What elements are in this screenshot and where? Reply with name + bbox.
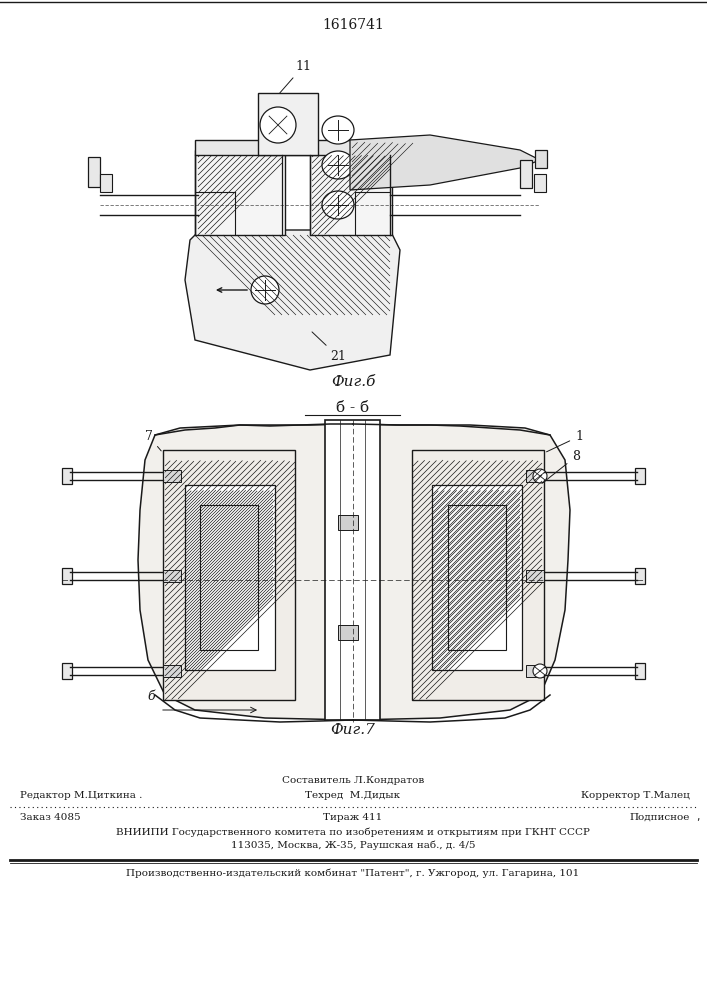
Circle shape (251, 276, 279, 304)
Text: 1: 1 (547, 430, 583, 452)
Text: б: б (147, 690, 155, 703)
Bar (195, 140, 392, 155)
Circle shape (533, 664, 547, 678)
Bar (310, 150, 392, 235)
Bar (635, 468, 645, 484)
Bar (526, 665, 544, 677)
Text: ВНИИПИ Государственного комитета по изобретениям и открытиям при ГКНТ СССР: ВНИИПИ Государственного комитета по изоб… (116, 828, 590, 837)
Text: Подписное: Подписное (630, 813, 690, 822)
Text: б - б: б - б (337, 401, 370, 415)
Text: Техред  М.Дидык: Техред М.Дидык (305, 791, 401, 800)
Ellipse shape (322, 191, 354, 219)
Circle shape (533, 469, 547, 483)
Text: 11: 11 (280, 60, 311, 93)
Bar (62, 663, 72, 679)
Text: 7: 7 (145, 430, 161, 451)
Bar (163, 450, 295, 700)
Bar (100, 174, 112, 192)
Bar (412, 450, 544, 700)
Text: Производственно-издательский комбинат "Патент", г. Ужгород, ул. Гагарина, 101: Производственно-издательский комбинат "П… (127, 868, 580, 878)
Text: 21: 21 (312, 332, 346, 363)
Bar (200, 505, 258, 650)
Bar (163, 665, 181, 677)
Text: 1616741: 1616741 (322, 18, 384, 32)
Polygon shape (185, 230, 400, 370)
Bar (258, 93, 318, 155)
Text: Корректор Т.Малец: Корректор Т.Малец (581, 791, 690, 800)
Bar (635, 568, 645, 584)
Polygon shape (350, 135, 540, 190)
Text: Составитель Л.Кондратов: Составитель Л.Кондратов (282, 776, 424, 785)
Bar (535, 150, 547, 168)
Bar (163, 570, 181, 582)
Text: Тираж 411: Тираж 411 (323, 813, 382, 822)
Bar (432, 485, 522, 670)
Bar (534, 174, 546, 192)
Bar (185, 485, 275, 670)
Circle shape (260, 107, 296, 143)
Polygon shape (138, 424, 570, 720)
Bar (325, 420, 380, 720)
Bar (448, 505, 506, 650)
Text: Заказ 4085: Заказ 4085 (20, 813, 81, 822)
Bar (195, 150, 285, 235)
Bar (526, 470, 544, 482)
Ellipse shape (322, 151, 354, 179)
Text: Фиг.7: Фиг.7 (331, 723, 375, 737)
Text: ,: , (696, 812, 700, 822)
Bar (88, 157, 100, 187)
Bar (62, 568, 72, 584)
Ellipse shape (322, 116, 354, 144)
Bar (163, 470, 181, 482)
Text: Редактор М.Циткина .: Редактор М.Циткина . (20, 791, 142, 800)
Text: 8: 8 (542, 450, 580, 483)
Bar (338, 515, 358, 530)
Text: 113035, Москва, Ж-35, Раушская наб., д. 4/5: 113035, Москва, Ж-35, Раушская наб., д. … (230, 840, 475, 850)
Text: Фиг.б: Фиг.б (331, 375, 375, 389)
Bar (338, 625, 358, 640)
Bar (526, 570, 544, 582)
Bar (635, 663, 645, 679)
Bar (520, 160, 532, 188)
Bar (62, 468, 72, 484)
